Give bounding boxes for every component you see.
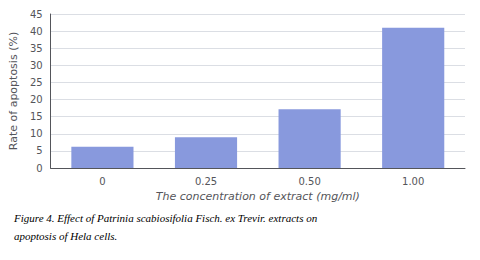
svg-text:30: 30 (30, 60, 43, 71)
svg-text:Rate of apoptosis (%): Rate of apoptosis (%) (7, 32, 20, 150)
svg-text:1.00: 1.00 (402, 176, 424, 187)
svg-text:25: 25 (30, 77, 43, 88)
svg-text:35: 35 (30, 43, 43, 54)
svg-text:20: 20 (30, 94, 43, 105)
svg-text:5: 5 (36, 145, 42, 156)
svg-text:The concentration of extract (: The concentration of extract (mg/ml) (156, 190, 360, 203)
svg-text:10: 10 (30, 128, 43, 139)
svg-text:0: 0 (99, 176, 105, 187)
svg-text:apoptosis of Hela cells.: apoptosis of Hela cells. (14, 230, 117, 242)
svg-text:0.50: 0.50 (298, 176, 320, 187)
svg-text:45: 45 (30, 9, 43, 20)
svg-text:40: 40 (30, 26, 43, 37)
svg-text:15: 15 (30, 111, 43, 122)
svg-text:0.25: 0.25 (195, 176, 217, 187)
svg-text:0: 0 (36, 163, 42, 174)
svg-text:Figure 4. Effect of Patrinia s: Figure 4. Effect of Patrinia scabiosifol… (13, 212, 318, 224)
